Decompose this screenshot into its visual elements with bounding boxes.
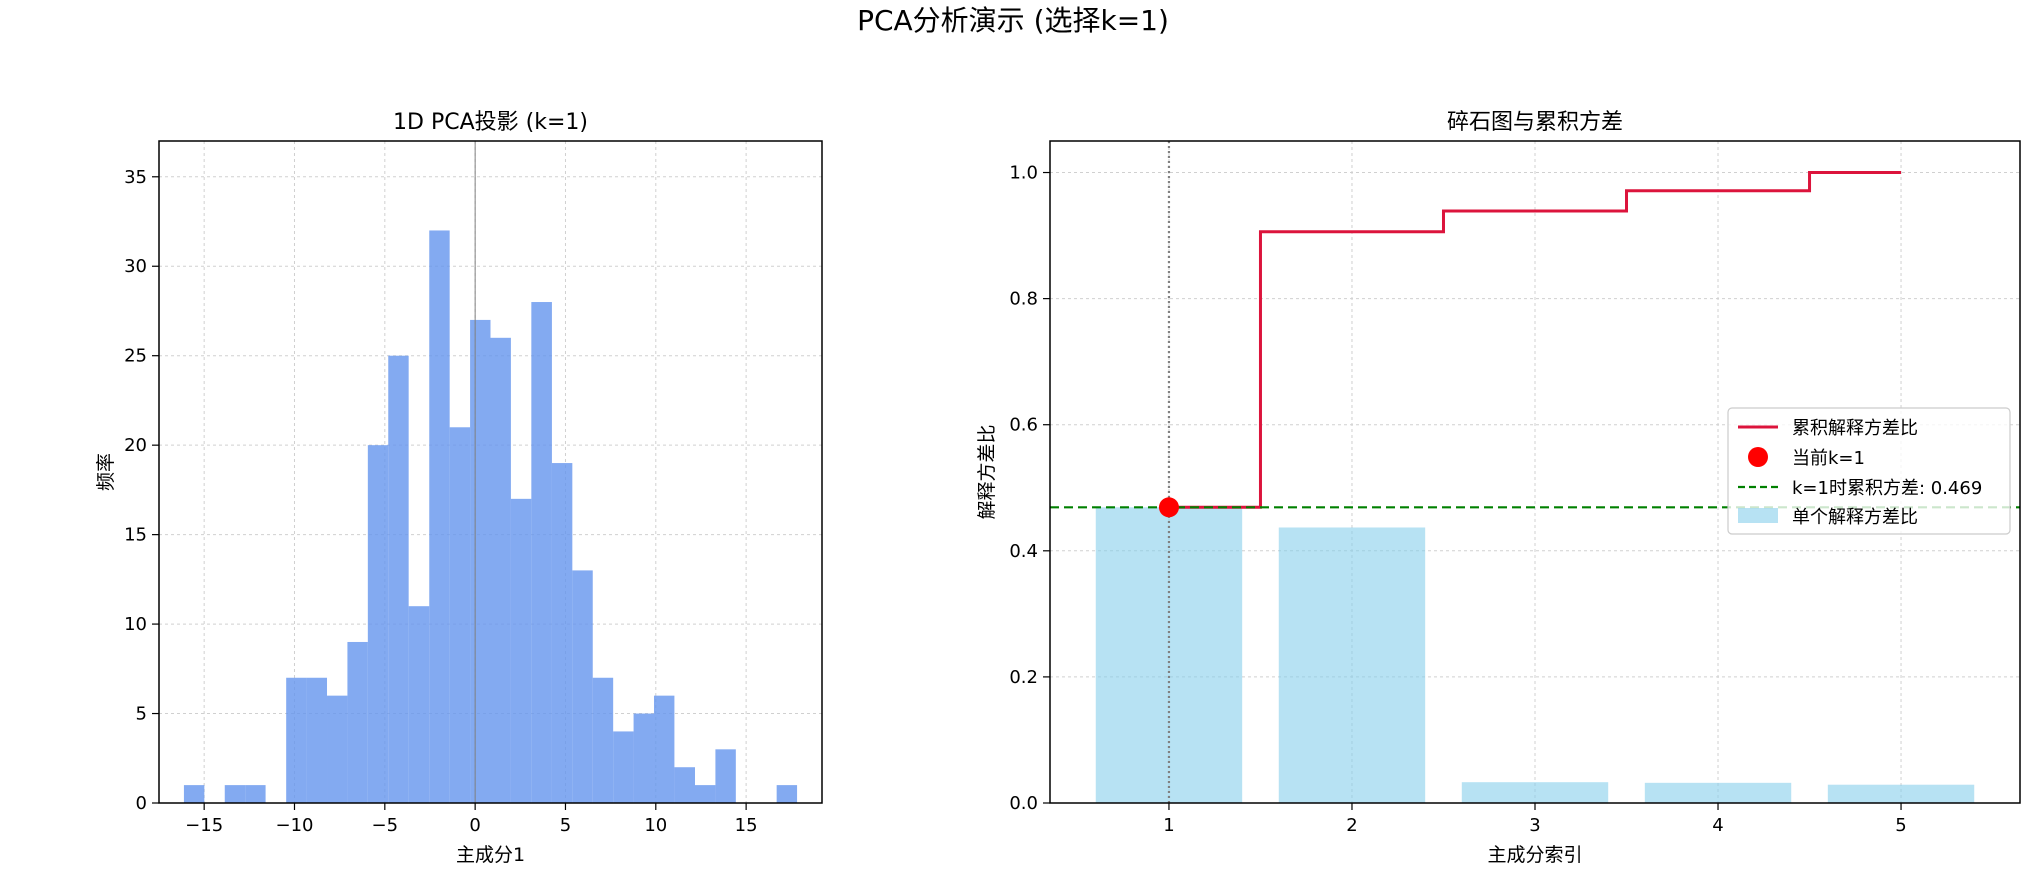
histogram-bar	[306, 677, 328, 803]
y-axis-label: 频率	[95, 453, 117, 491]
explained-variance-bar	[1644, 782, 1792, 803]
legend: 累积解释方差比 当前k=1 k=1时累积方差: 0.469 单个解释方差比	[1727, 407, 2011, 535]
legend-label-individual: 单个解释方差比	[1792, 507, 1918, 528]
explained-variance-bar	[1278, 527, 1426, 803]
histogram-bar	[408, 606, 430, 803]
histogram-bar	[286, 677, 307, 803]
y-tick-label: 0.8	[1009, 289, 1038, 310]
plot-frame	[158, 140, 823, 804]
histogram-bars	[183, 230, 798, 803]
x-tick-label: 15	[735, 815, 758, 836]
x-tick-label: 3	[1529, 815, 1540, 836]
x-tick-label: 2	[1346, 815, 1357, 836]
histogram-bar	[613, 731, 634, 803]
y-tick-label: 0.0	[1009, 793, 1038, 814]
explained-variance-bars	[1095, 507, 1975, 803]
histogram-bar	[327, 695, 348, 803]
cumulative-variance-step-line	[1168, 171, 1902, 509]
current-k-marker	[1158, 497, 1179, 518]
histogram-bar	[490, 337, 511, 803]
histogram-bar	[695, 785, 716, 803]
x-tick-label: −15	[185, 815, 223, 836]
y-tick-label: 15	[124, 525, 147, 546]
legend-label-current-k: 当前k=1	[1792, 448, 1865, 469]
x-axis-label: 主成分索引	[1487, 844, 1582, 866]
histogram-bar	[245, 785, 266, 803]
histogram-chart: −15 −10 −5 0 5 10 15 0 5 10 15 20 25 30 35 1D PCA投影 (…	[95, 110, 823, 866]
x-tick-label: 0	[469, 815, 480, 836]
y-tick-label: 0.6	[1009, 415, 1038, 436]
y-axis-ticks: 0.0 0.2 0.4 0.6 0.8 1.0	[1009, 163, 1050, 814]
histogram-bar	[551, 463, 573, 803]
x-axis-ticks: 1 2 3 4 5	[1163, 803, 1907, 836]
y-tick-label: 20	[124, 435, 147, 456]
legend-label-cumulative: 累积解释方差比	[1792, 418, 1918, 439]
y-tick-label: 35	[124, 167, 147, 188]
legend-label-threshold: k=1时累积方差: 0.469	[1792, 478, 1982, 499]
histogram-bar	[510, 498, 532, 803]
histogram-bar	[367, 445, 389, 803]
legend-swatch-individual	[1738, 508, 1778, 523]
x-tick-label: −5	[372, 815, 399, 836]
y-tick-label: 1.0	[1009, 163, 1038, 184]
histogram-bar	[776, 785, 798, 803]
histogram-bar	[674, 767, 696, 803]
x-tick-label: 5	[1895, 815, 1906, 836]
histogram-bar	[572, 570, 593, 803]
y-axis-ticks: 0 5 10 15 20 25 30 35	[124, 167, 159, 814]
x-tick-label: 5	[560, 815, 571, 836]
histogram-bar	[224, 785, 246, 803]
y-tick-label: 0.2	[1009, 667, 1038, 688]
y-tick-label: 10	[124, 614, 147, 635]
histogram-bar	[531, 302, 552, 803]
x-axis-label: 主成分1	[456, 844, 525, 866]
x-tick-label: 1	[1163, 815, 1174, 836]
y-tick-label: 30	[124, 256, 147, 277]
x-axis-ticks: −15 −10 −5 0 5 10 15	[185, 803, 758, 836]
legend-box	[1727, 407, 2011, 535]
histogram-bar	[347, 641, 368, 803]
legend-swatch-current-k	[1748, 447, 1768, 467]
x-tick-label: 4	[1712, 815, 1723, 836]
histogram-bar	[470, 319, 491, 803]
x-tick-label: 10	[644, 815, 667, 836]
chart-title: 1D PCA投影 (k=1)	[393, 110, 588, 135]
histogram-bar	[633, 713, 654, 803]
histogram-bar	[429, 230, 450, 803]
y-tick-label: 0.4	[1009, 541, 1038, 562]
x-tick-label: −10	[275, 815, 313, 836]
histogram-bar	[449, 427, 471, 803]
explained-variance-bar	[1827, 784, 1975, 803]
y-tick-label: 0	[136, 793, 147, 814]
histogram-bar	[653, 695, 675, 803]
explained-variance-bar	[1461, 782, 1609, 803]
histogram-bar	[592, 677, 614, 803]
y-axis-label: 解释方差比	[976, 424, 998, 519]
y-tick-label: 25	[124, 346, 147, 367]
histogram-bar	[715, 749, 736, 803]
y-tick-label: 5	[136, 704, 147, 725]
figure-suptitle: PCA分析演示 (选择k=1)	[857, 4, 1169, 37]
chart-title: 碎石图与累积方差	[1447, 110, 1623, 135]
histogram-bar	[388, 355, 409, 803]
histogram-bar	[183, 785, 205, 803]
